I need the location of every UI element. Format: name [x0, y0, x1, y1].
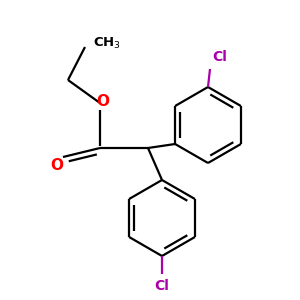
Text: CH$_3$: CH$_3$	[93, 35, 121, 50]
Text: O: O	[50, 158, 64, 172]
Text: O: O	[97, 94, 110, 109]
Text: Cl: Cl	[154, 279, 169, 293]
Text: Cl: Cl	[212, 50, 227, 64]
